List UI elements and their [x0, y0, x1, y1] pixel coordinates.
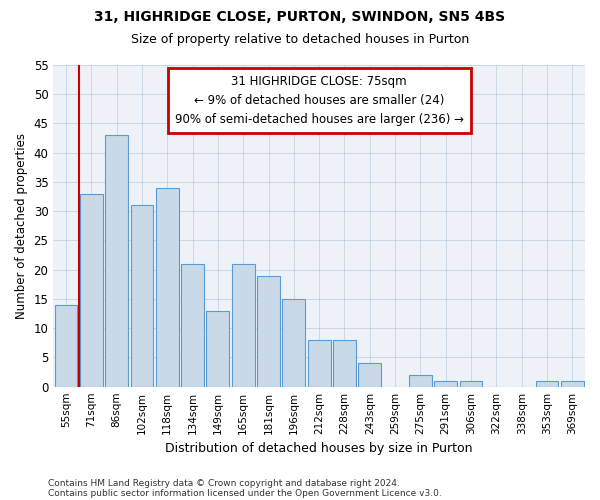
Bar	[257, 276, 280, 386]
Text: 31 HIGHRIDGE CLOSE: 75sqm
← 9% of detached houses are smaller (24)
90% of semi-d: 31 HIGHRIDGE CLOSE: 75sqm ← 9% of detach…	[175, 74, 464, 126]
Bar	[308, 340, 331, 386]
Bar	[333, 340, 356, 386]
Bar	[105, 135, 128, 386]
Bar	[434, 381, 457, 386]
X-axis label: Distribution of detached houses by size in Purton: Distribution of detached houses by size …	[166, 442, 473, 455]
Y-axis label: Number of detached properties: Number of detached properties	[15, 133, 28, 319]
Bar	[460, 381, 482, 386]
Bar	[232, 264, 254, 386]
Bar	[283, 299, 305, 386]
Text: Contains public sector information licensed under the Open Government Licence v3: Contains public sector information licen…	[48, 488, 442, 498]
Bar	[80, 194, 103, 386]
Bar	[181, 264, 204, 386]
Bar	[156, 188, 179, 386]
Text: 31, HIGHRIDGE CLOSE, PURTON, SWINDON, SN5 4BS: 31, HIGHRIDGE CLOSE, PURTON, SWINDON, SN…	[94, 10, 506, 24]
Bar	[409, 375, 432, 386]
Text: Contains HM Land Registry data © Crown copyright and database right 2024.: Contains HM Land Registry data © Crown c…	[48, 478, 400, 488]
Text: Size of property relative to detached houses in Purton: Size of property relative to detached ho…	[131, 32, 469, 46]
Bar	[206, 310, 229, 386]
Bar	[561, 381, 584, 386]
Bar	[536, 381, 559, 386]
Bar	[358, 364, 381, 386]
Bar	[131, 206, 154, 386]
Bar	[55, 305, 77, 386]
